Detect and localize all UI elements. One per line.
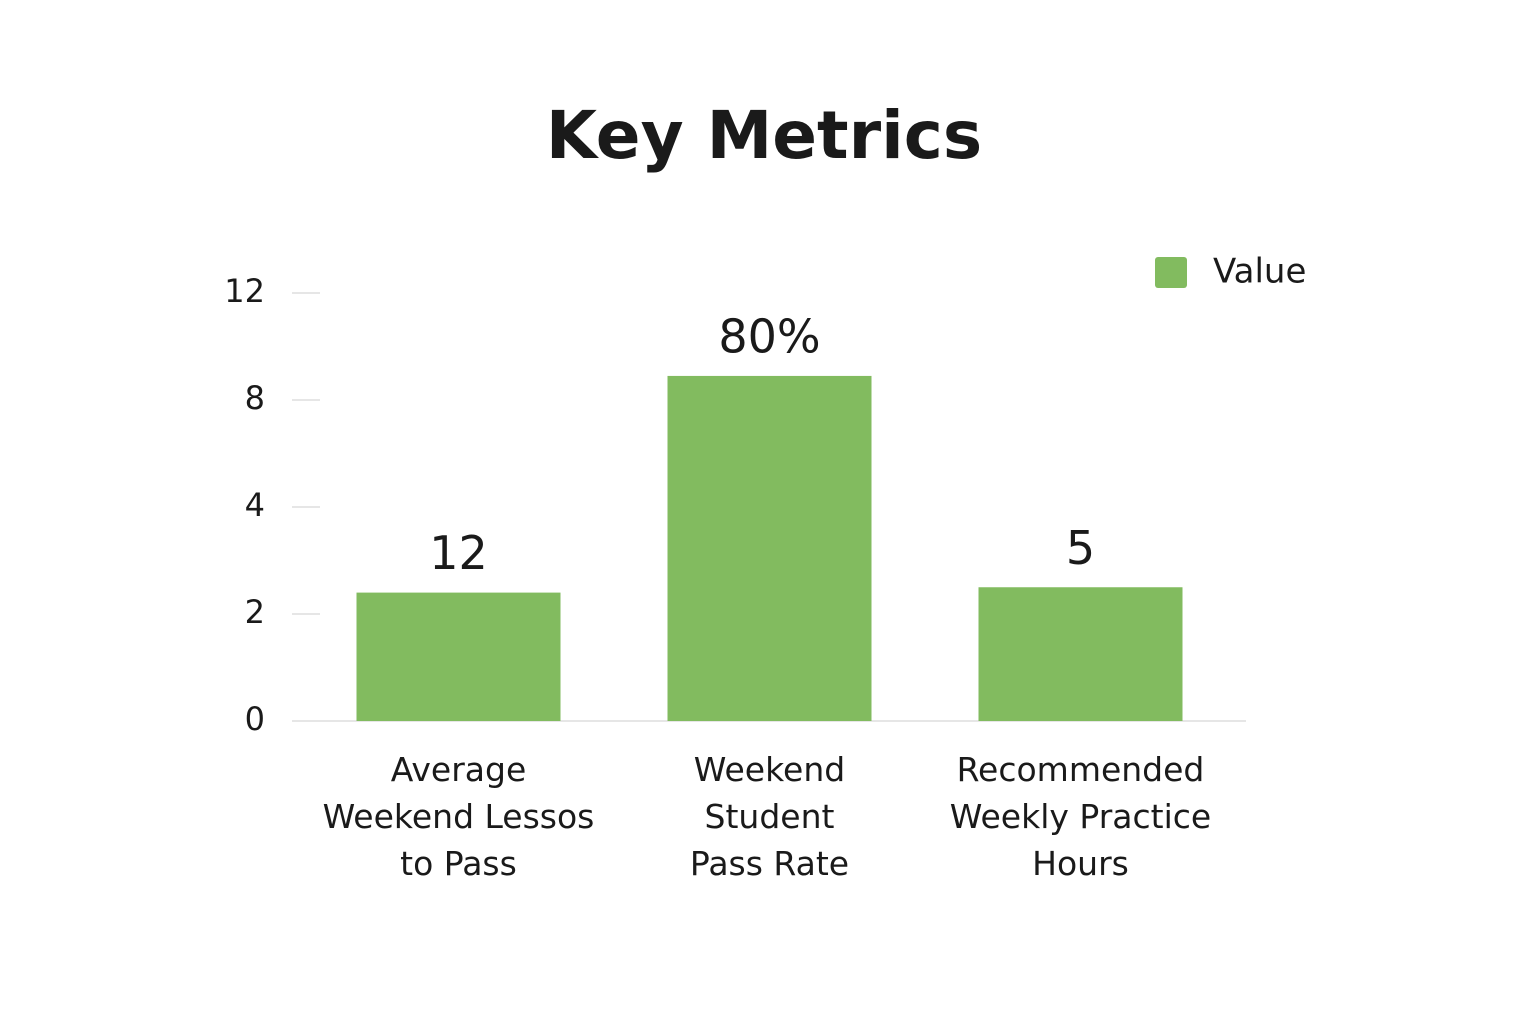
y-tick-label: 0 [245,700,265,738]
bar-annotation: 12 [429,526,488,580]
x-tick-label: Average Weekend Lessos to Pass [322,750,595,883]
legend-label: Value [1213,252,1306,292]
legend-swatch [1155,257,1187,288]
bar [356,592,561,721]
y-tick-label: 4 [245,486,265,524]
bar [978,587,1183,721]
y-tick-label: 12 [224,272,265,310]
x-tick-label: Weekend Student Pass Rate [689,750,850,883]
bar-annotation: 5 [1066,521,1095,575]
chart-title: Key Metrics [546,97,982,174]
bar-annotation: 80% [718,309,820,363]
bar [667,375,872,721]
y-tick-label: 8 [245,379,265,417]
y-tick-label: 2 [245,593,265,631]
x-tick-label: Recommended Weekly Practice Hours [949,750,1212,883]
